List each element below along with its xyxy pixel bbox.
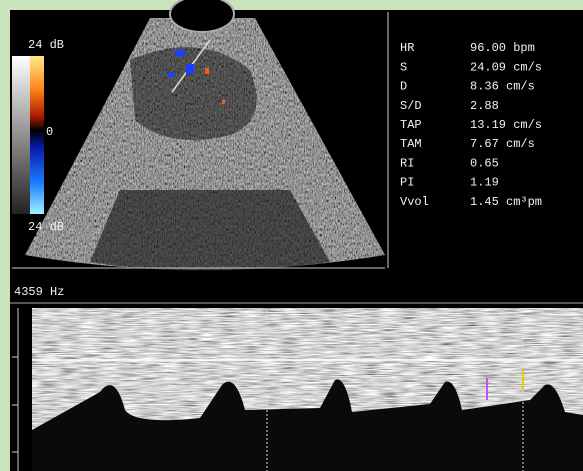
ultrasound-screen: 24 dB 0 24 dB HR 96.00 bpm S 24.09 cm/s D 8.3… [0,0,583,471]
measure-value: 13.19 cm/s [470,118,542,132]
measure-label: D [400,80,407,94]
measure-label: TAP [400,118,422,132]
measure-value: 96.00 bpm [470,41,535,55]
measure-label: HR [400,41,414,55]
measure-value: 1.19 [470,176,499,190]
scale-top: 24 dB [28,38,64,52]
scale-zero: 0 [46,125,53,139]
measure-value: 1.45 cm³pm [470,195,542,209]
measure-label: S [400,60,407,74]
gray-bar [12,56,30,214]
prf: 4359 Hz [14,285,64,299]
measure-label: S/D [400,99,422,113]
measure-label: RI [400,156,414,170]
measure-label: PI [400,176,414,190]
measure-value: 24.09 cm/s [470,60,542,74]
doppler-spectrum [12,308,583,471]
measure-value: 8.36 cm/s [470,80,535,94]
measure-value: 2.88 [470,99,499,113]
measure-value: 0.65 [470,156,499,170]
measure-label: Vvol [400,195,429,209]
color-bar [30,56,44,214]
measure-label: TAM [400,137,422,151]
measure-value: 7.67 cm/s [470,137,535,151]
scale-bottom: 24 dB [28,220,64,234]
